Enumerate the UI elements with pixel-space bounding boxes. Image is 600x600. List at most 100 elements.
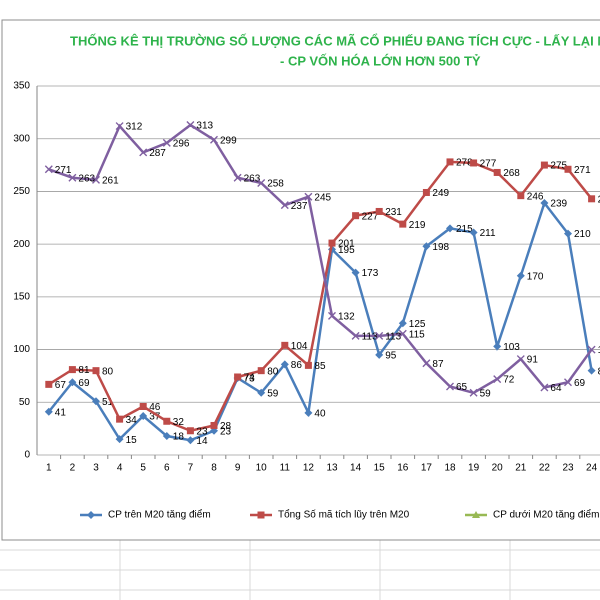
data-label: 271	[574, 165, 591, 176]
data-label: 125	[409, 319, 426, 330]
data-label: 80	[102, 366, 114, 377]
data-label: 275	[550, 161, 567, 172]
marker	[375, 350, 384, 359]
data-label: 239	[550, 199, 567, 210]
marker	[304, 192, 313, 201]
marker	[162, 138, 171, 147]
x-tick-label: 6	[164, 463, 170, 474]
data-label: 258	[267, 179, 284, 190]
y-tick-label: 0	[24, 450, 30, 461]
marker	[68, 366, 76, 374]
marker	[351, 268, 360, 277]
y-tick-label: 200	[13, 239, 30, 250]
marker	[44, 407, 53, 416]
marker	[446, 224, 454, 233]
marker	[210, 135, 218, 144]
marker	[87, 511, 95, 519]
marker	[163, 417, 171, 425]
data-label: 299	[220, 135, 237, 146]
marker	[422, 188, 430, 196]
marker	[470, 159, 478, 167]
series-line	[48, 160, 593, 433]
legend-label: CP dưới M20 tăng điểm	[493, 509, 599, 521]
data-label: 271	[55, 165, 72, 176]
marker	[493, 168, 501, 176]
marker	[516, 355, 525, 364]
marker	[540, 161, 548, 169]
x-tick-label: 1	[46, 463, 52, 474]
data-label: 95	[385, 350, 397, 361]
legend-label: CP trên M20 tăng điểm	[108, 509, 211, 521]
x-tick-label: 5	[140, 463, 146, 474]
x-tick-label: 11	[280, 463, 291, 474]
chart-frame	[1, 19, 600, 541]
y-tick-label: 50	[19, 397, 31, 408]
marker	[139, 148, 148, 157]
marker	[186, 121, 195, 130]
marker	[516, 271, 525, 280]
x-tick-label: 9	[235, 463, 241, 474]
marker	[68, 173, 77, 182]
marker	[45, 380, 53, 388]
x-tick-label: 16	[397, 463, 409, 474]
marker	[351, 331, 360, 340]
data-label: 210	[574, 229, 591, 240]
data-label: 215	[456, 224, 473, 235]
data-label: 261	[102, 175, 119, 186]
marker	[44, 165, 53, 174]
data-label: 113	[385, 332, 401, 343]
data-label: 41	[55, 407, 67, 418]
data-label: 263	[78, 173, 95, 184]
marker	[328, 239, 336, 247]
data-label: 28	[220, 421, 232, 432]
marker	[540, 383, 549, 392]
x-tick-label: 15	[374, 463, 386, 474]
data-label: 34	[126, 415, 138, 426]
data-label: 87	[432, 359, 444, 370]
x-tick-label: 13	[326, 463, 338, 474]
data-label: 277	[480, 159, 497, 170]
data-label: 46	[149, 402, 161, 413]
data-label: 104	[291, 341, 308, 352]
marker	[446, 158, 454, 166]
marker	[139, 411, 148, 420]
data-label: 115	[409, 329, 425, 340]
data-label: 14	[196, 436, 208, 447]
data-label: 231	[385, 207, 402, 218]
marker	[517, 192, 525, 200]
x-tick-label: 7	[188, 463, 194, 474]
y-tick-label: 300	[13, 133, 30, 144]
data-label: 246	[527, 191, 544, 202]
data-label: 243	[598, 194, 600, 205]
data-label: 80	[267, 366, 279, 377]
chart-title: THỐNG KÊ THỊ TRƯỜNG SỐ LƯỢNG CÁC MÃ CỔ P…	[70, 33, 600, 48]
x-tick-label: 12	[303, 463, 315, 474]
data-label: 69	[78, 378, 90, 389]
marker	[92, 175, 100, 184]
data-label: 18	[173, 432, 185, 443]
data-label: 32	[173, 417, 185, 428]
marker	[186, 436, 195, 445]
marker	[234, 373, 242, 381]
marker	[375, 207, 383, 215]
series-line	[47, 200, 593, 442]
data-label: 113	[362, 332, 378, 343]
data-label: 85	[314, 361, 326, 372]
data-label: 69	[574, 378, 586, 389]
chart-subtitle: - CP VỐN HÓA LỚN HƠN 500 TỶ	[280, 53, 481, 68]
y-tick-label: 150	[13, 291, 30, 302]
marker	[493, 342, 502, 351]
data-label: 263	[244, 173, 261, 184]
data-label: 100	[598, 345, 600, 356]
marker	[257, 511, 265, 519]
x-tick-label: 8	[211, 463, 217, 474]
marker	[210, 421, 218, 429]
data-label: 211	[480, 228, 496, 239]
marker	[564, 229, 572, 238]
data-label: 287	[149, 148, 166, 159]
data-label: 74	[244, 373, 256, 384]
marker	[233, 173, 242, 182]
data-label: 51	[102, 397, 114, 408]
data-label: 173	[362, 268, 379, 279]
marker	[92, 367, 100, 375]
